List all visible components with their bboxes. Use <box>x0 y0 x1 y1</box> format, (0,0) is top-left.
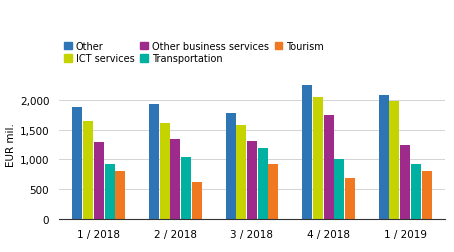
Bar <box>390 102 400 219</box>
Bar <box>94 143 104 219</box>
Bar <box>247 141 257 219</box>
Legend: Other, ICT services, Other business services, Transportation, Tourism: Other, ICT services, Other business serv… <box>64 42 324 64</box>
Bar <box>115 172 125 219</box>
Bar <box>334 160 344 219</box>
Bar <box>400 145 410 219</box>
Bar <box>302 85 312 219</box>
Bar <box>268 164 278 219</box>
Bar <box>411 165 421 219</box>
Y-axis label: EUR mil.: EUR mil. <box>5 123 15 167</box>
Bar <box>226 114 236 219</box>
Bar <box>83 121 93 219</box>
Bar <box>149 105 159 219</box>
Bar <box>192 182 202 219</box>
Bar <box>313 97 323 219</box>
Bar <box>422 172 431 219</box>
Bar <box>104 164 114 219</box>
Bar <box>181 158 191 219</box>
Bar <box>236 125 246 219</box>
Bar <box>324 116 334 219</box>
Bar <box>73 108 82 219</box>
Bar <box>379 96 389 219</box>
Bar <box>258 148 268 219</box>
Bar <box>345 178 355 219</box>
Bar <box>160 123 170 219</box>
Bar <box>170 139 180 219</box>
